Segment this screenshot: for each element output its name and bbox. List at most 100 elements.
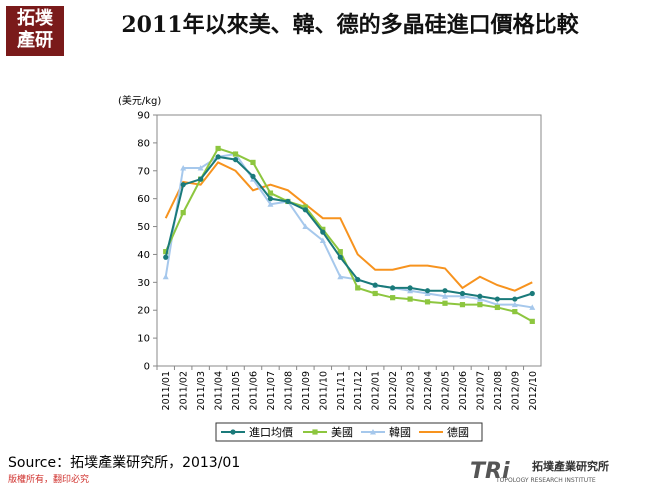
point bbox=[163, 254, 169, 260]
series-line bbox=[164, 161, 533, 292]
x-tick-label: 2012/05 bbox=[441, 371, 452, 410]
x-tick-label: 2011/11 bbox=[336, 371, 347, 410]
point bbox=[250, 159, 256, 166]
point bbox=[442, 288, 448, 294]
legend-label: 韓國 bbox=[389, 426, 411, 439]
point bbox=[355, 276, 361, 283]
legend-marker bbox=[370, 429, 376, 435]
x-tick-label: 2011/06 bbox=[249, 371, 260, 410]
point bbox=[302, 223, 309, 230]
x-tick-label: 2011/01 bbox=[161, 371, 172, 410]
point bbox=[337, 249, 343, 255]
point bbox=[424, 288, 431, 294]
point bbox=[372, 282, 378, 288]
point bbox=[198, 176, 204, 182]
legend-marker bbox=[230, 429, 236, 435]
footer-brand: TRi bbox=[470, 459, 510, 484]
source: Source：拓墣產業研究所，2013/01 bbox=[8, 454, 240, 471]
x-tick-label: 2011/12 bbox=[353, 371, 364, 410]
x-tick-label: 2012/06 bbox=[458, 371, 469, 410]
y-tick-label: 70 bbox=[137, 166, 150, 177]
point bbox=[197, 164, 204, 171]
point bbox=[459, 290, 466, 297]
point bbox=[337, 273, 344, 280]
logo-box bbox=[6, 6, 64, 56]
y-tick-label: 20 bbox=[137, 306, 150, 317]
point bbox=[337, 254, 343, 260]
x-tick-label: 2012/08 bbox=[493, 371, 504, 410]
legend-marker bbox=[312, 429, 318, 435]
point bbox=[302, 204, 308, 210]
x-tick-label: 2011/05 bbox=[231, 371, 242, 410]
point bbox=[407, 285, 413, 291]
y-tick-label: 30 bbox=[137, 278, 150, 289]
point bbox=[232, 157, 239, 163]
x-tick-label: 2012/02 bbox=[388, 371, 399, 410]
point bbox=[390, 295, 396, 301]
point bbox=[424, 299, 431, 305]
logo-text: 產研 bbox=[17, 29, 53, 51]
point bbox=[529, 304, 536, 310]
series-line bbox=[164, 152, 533, 309]
point bbox=[390, 285, 396, 291]
point bbox=[477, 302, 483, 308]
y-tick-label: 60 bbox=[137, 194, 150, 205]
x-tick-label: 2011/08 bbox=[283, 371, 294, 410]
point bbox=[512, 296, 518, 302]
point bbox=[267, 196, 274, 202]
x-tick-label: 2012/04 bbox=[423, 371, 434, 410]
logo-text: 拓墣 bbox=[17, 7, 53, 29]
y-axis-label: (美元/kg) bbox=[118, 94, 161, 107]
series-line bbox=[164, 155, 533, 301]
point bbox=[529, 318, 535, 324]
point bbox=[320, 226, 326, 232]
y-tick-label: 40 bbox=[137, 250, 150, 261]
x-tick-label: 2011/03 bbox=[196, 371, 207, 410]
point bbox=[180, 182, 186, 188]
legend-label: 德國 bbox=[447, 425, 469, 439]
point bbox=[250, 173, 256, 179]
point bbox=[267, 190, 274, 196]
point bbox=[302, 207, 308, 213]
point bbox=[511, 301, 518, 308]
x-tick-label: 2011/04 bbox=[214, 371, 225, 410]
point bbox=[372, 290, 378, 297]
point bbox=[163, 249, 169, 255]
point bbox=[477, 293, 483, 299]
point bbox=[355, 285, 361, 291]
point bbox=[285, 198, 291, 205]
y-tick-label: 80 bbox=[137, 138, 150, 149]
x-tick-label: 2012/07 bbox=[475, 371, 486, 410]
point bbox=[442, 300, 448, 306]
point bbox=[319, 237, 326, 243]
x-tick-label: 2012/09 bbox=[510, 371, 521, 410]
point bbox=[407, 296, 413, 302]
point bbox=[459, 302, 466, 308]
point bbox=[529, 290, 535, 297]
point bbox=[267, 201, 274, 207]
x-tick-label: 2012/03 bbox=[406, 371, 417, 410]
chart-title: 2011年以來美、韓、德的多晶硅進口價格比較 bbox=[121, 12, 579, 38]
footer-name: 拓墣產業研究所 bbox=[532, 459, 609, 473]
point bbox=[180, 210, 186, 216]
x-tick-label: 2011/02 bbox=[179, 371, 190, 410]
point bbox=[232, 151, 239, 157]
y-tick-label: 50 bbox=[137, 222, 150, 233]
footer-sub: TOPOLOGY RESEARCH INSTITUTE bbox=[495, 477, 596, 484]
point bbox=[215, 154, 221, 160]
point bbox=[215, 145, 221, 152]
y-tick-label: 90 bbox=[137, 111, 150, 122]
point bbox=[320, 229, 326, 235]
point bbox=[180, 164, 187, 171]
x-tick-label: 2012/10 bbox=[528, 371, 539, 410]
x-tick-label: 2011/10 bbox=[318, 371, 329, 410]
legend-label: 進口均價 bbox=[249, 425, 293, 439]
point bbox=[494, 296, 500, 302]
legend-label: 美國 bbox=[331, 426, 353, 439]
point bbox=[494, 304, 500, 311]
x-tick-label: 2012/01 bbox=[371, 371, 382, 410]
point bbox=[512, 309, 518, 315]
point bbox=[442, 293, 448, 299]
